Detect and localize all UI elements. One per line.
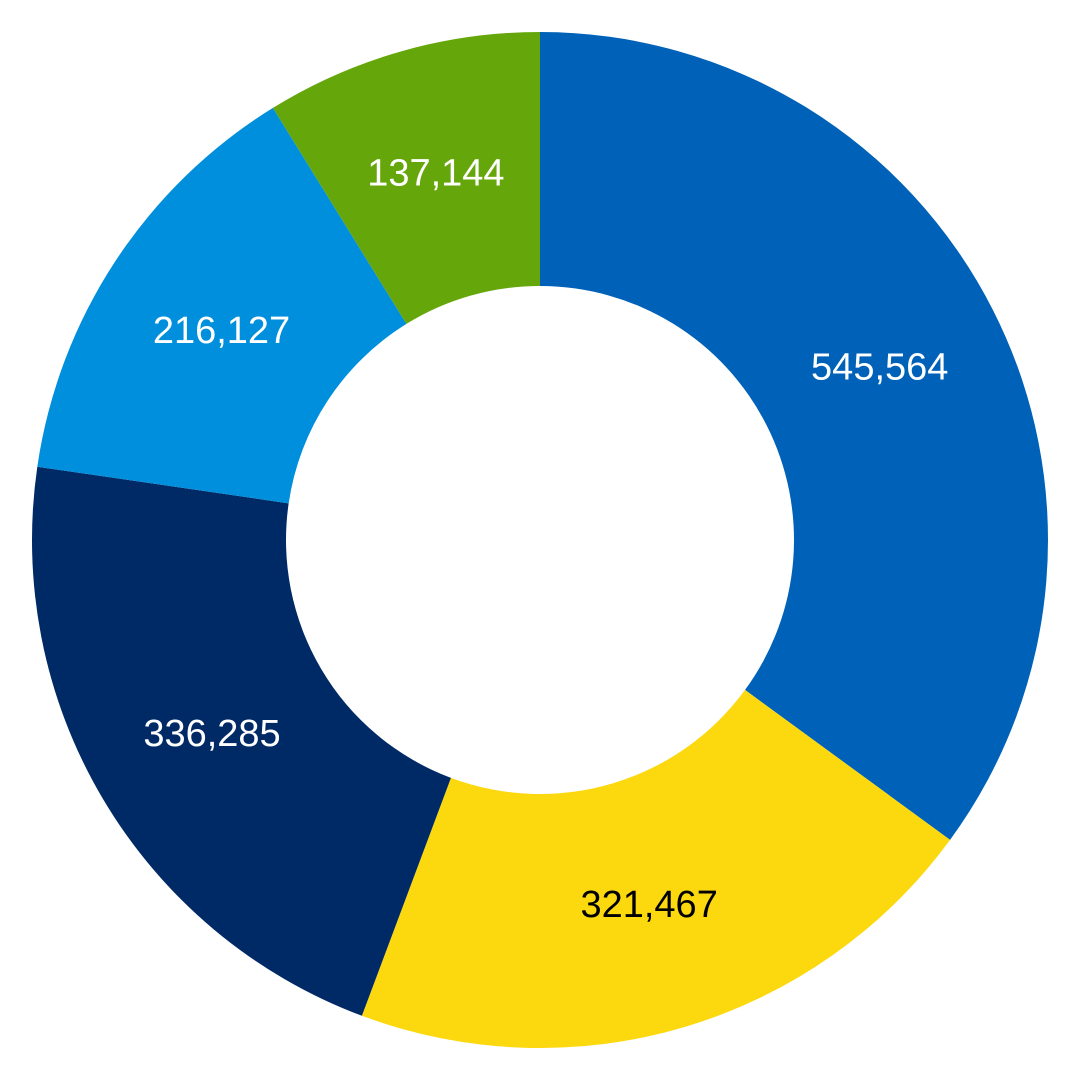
donut-slice-2 — [31, 466, 451, 1016]
donut-slice-4 — [272, 32, 540, 324]
donut-slice-1 — [361, 689, 951, 1048]
data-label-2: 336,285 — [143, 713, 280, 755]
data-label-0: 545,564 — [811, 347, 948, 389]
data-label-3: 216,127 — [153, 310, 290, 352]
donut-slice-0 — [540, 32, 1048, 840]
donut-slice-3 — [37, 107, 407, 504]
donut-data-labels: 545,564 321,467 336,285 216,127 137,144 — [143, 153, 948, 927]
donut-slices — [31, 32, 1048, 1048]
data-label-1: 321,467 — [580, 884, 717, 926]
data-label-4: 137,144 — [367, 153, 504, 195]
